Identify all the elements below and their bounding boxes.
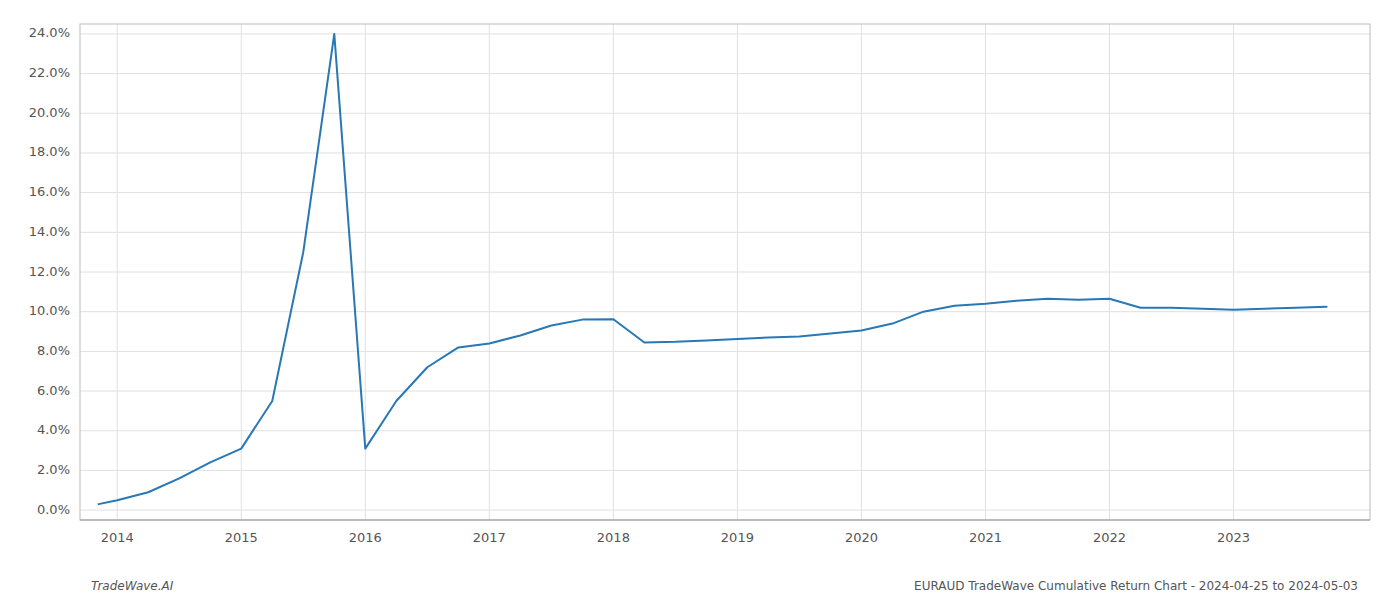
x-grid-line bbox=[985, 24, 986, 520]
y-tick-label: 12.0% bbox=[29, 264, 70, 279]
x-grid-line bbox=[489, 24, 490, 520]
x-grid-line bbox=[117, 24, 118, 520]
y-grid-line bbox=[80, 33, 1370, 34]
y-tick-label: 8.0% bbox=[37, 343, 70, 358]
y-grid-line bbox=[80, 311, 1370, 312]
y-grid-line bbox=[80, 232, 1370, 233]
y-grid-line bbox=[80, 470, 1370, 471]
y-tick-label: 10.0% bbox=[29, 303, 70, 318]
y-grid-line bbox=[80, 510, 1370, 511]
y-tick-label: 22.0% bbox=[29, 65, 70, 80]
footer-right: EURAUD TradeWave Cumulative Return Chart… bbox=[914, 579, 1358, 593]
y-tick-label: 14.0% bbox=[29, 224, 70, 239]
y-tick-label: 18.0% bbox=[29, 144, 70, 159]
footer-left: TradeWave.AI bbox=[91, 579, 174, 593]
x-tick-label: 2017 bbox=[473, 530, 506, 545]
y-tick-label: 2.0% bbox=[37, 462, 70, 477]
y-tick-label: 4.0% bbox=[37, 422, 70, 437]
x-grid-line bbox=[1233, 24, 1234, 520]
grid bbox=[80, 24, 1370, 520]
x-tick-label: 2021 bbox=[969, 530, 1002, 545]
tick-labels: 0.0% 2.0% 4.0% 6.0% 8.0% 10.0% 12.0% 14.0% 16.0%… bbox=[29, 25, 1250, 545]
x-grid-line bbox=[1109, 24, 1110, 520]
x-tick-label: 2023 bbox=[1217, 530, 1250, 545]
y-tick-label: 6.0% bbox=[37, 383, 70, 398]
x-tick-label: 2014 bbox=[101, 530, 134, 545]
y-grid-line bbox=[80, 152, 1370, 153]
x-grid-line bbox=[241, 24, 242, 520]
x-tick-label: 2019 bbox=[721, 530, 754, 545]
x-tick-label: 2015 bbox=[225, 530, 258, 545]
y-tick-label: 24.0% bbox=[29, 25, 70, 40]
x-tick-label: 2020 bbox=[845, 530, 878, 545]
x-tick-label: 2018 bbox=[597, 530, 630, 545]
y-grid-line bbox=[80, 430, 1370, 431]
x-tick-label: 2022 bbox=[1093, 530, 1126, 545]
chart: 0.0% 2.0% 4.0% 6.0% 8.0% 10.0% 12.0% 14.0% 16.0%… bbox=[0, 0, 1400, 600]
plot-frame bbox=[80, 24, 1370, 520]
y-tick-label: 0.0% bbox=[37, 502, 70, 517]
y-grid-line bbox=[80, 272, 1370, 273]
y-tick-label: 16.0% bbox=[29, 184, 70, 199]
x-grid-line bbox=[861, 24, 862, 520]
x-grid-line bbox=[613, 24, 614, 520]
x-axis-line bbox=[80, 520, 1370, 521]
y-grid-line bbox=[80, 73, 1370, 74]
y-grid-line bbox=[80, 192, 1370, 193]
x-tick-label: 2016 bbox=[349, 530, 382, 545]
y-grid-line bbox=[80, 351, 1370, 352]
plot-area bbox=[99, 34, 1327, 504]
return-line bbox=[99, 34, 1327, 504]
y-tick-label: 20.0% bbox=[29, 105, 70, 120]
x-grid-line bbox=[737, 24, 738, 520]
y-grid-line bbox=[80, 113, 1370, 114]
background bbox=[0, 0, 1400, 600]
